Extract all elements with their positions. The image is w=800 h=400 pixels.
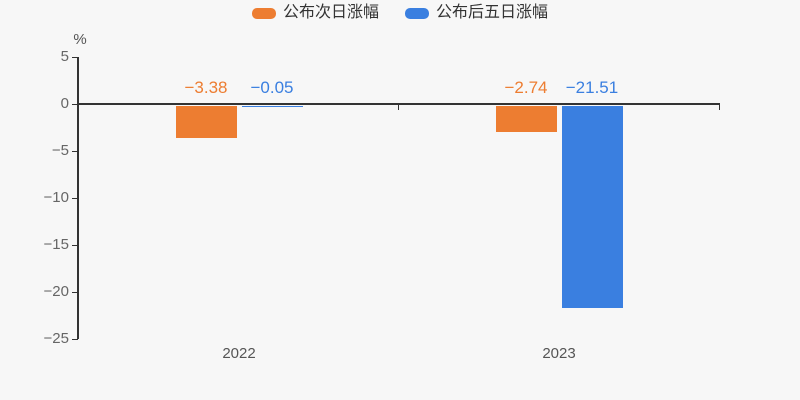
y-axis-tick-label: −10 xyxy=(43,189,69,206)
legend-item-next-day-change[interactable]: 公布次日涨幅 xyxy=(251,4,379,21)
y-axis-tick-label: −20 xyxy=(43,283,69,300)
bar-公布次日涨幅-2023 xyxy=(496,106,557,132)
y-axis-tick-label: −15 xyxy=(43,236,69,253)
y-axis-tick xyxy=(72,198,78,199)
y-axis-line xyxy=(77,57,79,339)
y-axis-unit-label: % xyxy=(73,31,87,48)
y-axis-tick-label: 0 xyxy=(60,95,69,112)
legend-label-next-day-change: 公布次日涨幅 xyxy=(282,4,379,21)
legend-swatch-blue xyxy=(405,7,429,19)
y-axis-tick xyxy=(72,104,78,105)
value-label-公布后五日涨幅-2022: −0.05 xyxy=(250,78,294,97)
y-axis-tick xyxy=(72,57,78,58)
y-axis-tick xyxy=(72,151,78,152)
y-axis-tick xyxy=(72,245,78,246)
y-axis-tick xyxy=(72,292,78,293)
x-axis-tick xyxy=(398,105,399,110)
value-label-公布后五日涨幅-2023: −21.51 xyxy=(565,78,619,97)
x-axis-zero-line xyxy=(78,103,720,105)
y-axis-tick xyxy=(72,339,78,340)
bar-公布次日涨幅-2022 xyxy=(176,106,237,138)
x-axis-category-label: 2023 xyxy=(542,345,576,362)
bar-公布后五日涨幅-2022 xyxy=(242,106,303,107)
legend-label-five-day-change: 公布后五日涨幅 xyxy=(436,4,549,21)
y-axis-tick-label: −25 xyxy=(43,330,69,347)
chart-legend: 公布次日涨幅 公布后五日涨幅 xyxy=(0,5,800,21)
legend-swatch-orange xyxy=(251,7,276,19)
x-axis-tick xyxy=(77,105,78,110)
value-label-公布次日涨幅-2023: −2.74 xyxy=(504,78,548,97)
bar-公布后五日涨幅-2023 xyxy=(562,106,623,308)
x-axis-tick xyxy=(719,105,720,110)
y-axis-tick-label: −5 xyxy=(51,142,69,159)
legend-item-five-day-change[interactable]: 公布后五日涨幅 xyxy=(405,5,548,21)
value-label-公布次日涨幅-2022: −3.38 xyxy=(184,78,228,97)
x-axis-category-label: 2022 xyxy=(222,345,256,362)
y-axis-tick-label: 5 xyxy=(60,48,69,65)
